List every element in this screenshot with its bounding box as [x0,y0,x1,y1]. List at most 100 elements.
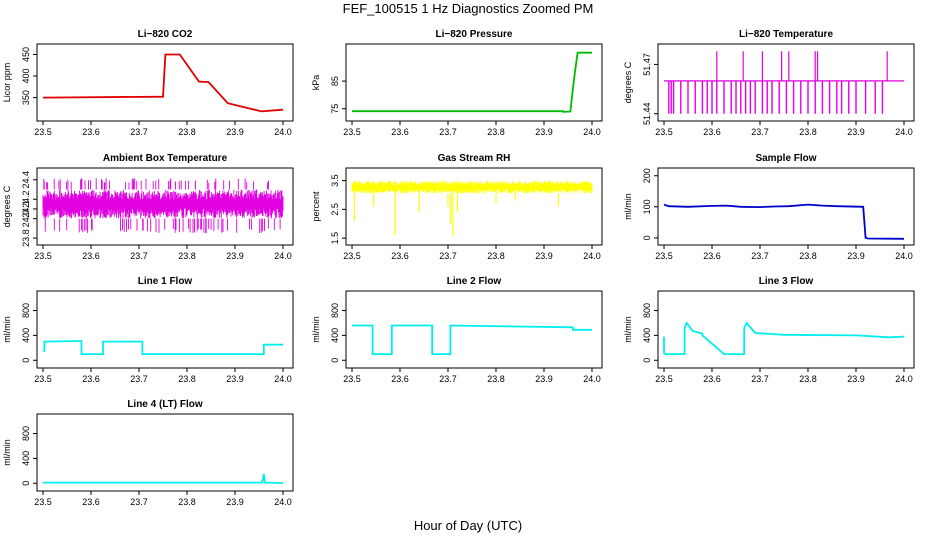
panel-title: Line 4 (LT) Flow [127,399,203,410]
y-tick-label: 51.47 [642,53,652,76]
x-tick-label: 23.8 [799,251,817,261]
x-tick-label: 23.8 [799,374,817,384]
y-tick-label: 400 [330,328,340,343]
x-tick-label: 23.6 [391,251,409,261]
x-tick-label: 23.6 [703,127,721,137]
x-tick-label: 24.0 [274,497,292,507]
x-tick-label: 23.8 [178,127,196,137]
panel-title: Li−820 Temperature [739,29,833,40]
y-tick-label: 23.8 [21,229,31,247]
y-axis: 51.44 51.47 [642,53,658,125]
x-tick-label: 23.6 [391,127,409,137]
series-extremes [43,178,281,234]
series-line [43,473,284,484]
x-tick-label: 23.5 [655,374,673,384]
x-tick-label: 24.0 [274,251,292,261]
x-tick-label: 23.6 [391,374,409,384]
y-tick-label: 800 [21,426,31,441]
x-tick-label: 23.8 [487,127,505,137]
panel-frame [36,290,294,369]
x-tick-label: 23.8 [178,497,196,507]
x-tick-label: 24.0 [895,374,913,384]
y-axis-label: kPa [311,75,321,91]
y-tick-label: 400 [642,328,652,343]
y-axis: 0 400 800 [21,426,37,486]
panel-data [43,340,283,356]
panel-frame [345,167,603,246]
series-line [352,51,592,113]
x-tick-label: 23.6 [82,251,100,261]
x-tick-label: 23.6 [703,251,721,261]
x-tick-label: 23.6 [82,497,100,507]
panel-6: Line 1 Flow 23.5 23.6 23.7 23.8 23.9 24.0 0 400 8… [2,276,294,384]
x-tick-label: 23.9 [535,374,553,384]
x-tick-label: 24.0 [583,127,601,137]
panel-title: Line 3 Flow [759,276,814,287]
y-tick-label: 800 [642,303,652,318]
y-tick-label: 100 [642,199,652,214]
panel-2: Li−820 Temperature 23.5 23.6 23.7 23.8 23.9 24… [623,29,915,137]
x-tick-label: 23.7 [439,374,457,384]
x-tick-label: 23.9 [847,251,865,261]
x-tick-label: 24.0 [895,251,913,261]
y-tick-label: 450 [21,47,31,62]
panel-data [663,203,905,240]
y-axis-label: ml/min [623,193,633,220]
panel-title: Li−820 Pressure [436,29,513,40]
y-tick-label: 0 [330,358,340,363]
x-tick-label: 23.5 [343,127,361,137]
x-tick-label: 23.9 [535,127,553,137]
y-tick-label: 350 [21,90,31,105]
x-axis: 23.5 23.6 23.7 23.8 23.9 24.0 [655,368,913,384]
x-tick-label: 24.0 [895,127,913,137]
y-tick-label: 800 [21,303,31,318]
x-tick-label: 23.9 [226,497,244,507]
x-tick-label: 23.9 [226,374,244,384]
x-tick-label: 23.5 [343,251,361,261]
y-tick-label: 24.0 [21,210,31,228]
y-axis: 23.824.024.124.224.4 [21,171,37,247]
x-tick-label: 23.9 [226,127,244,137]
panel-frame [36,167,294,246]
y-tick-label: 800 [330,303,340,318]
panel-data [352,324,592,356]
x-tick-label: 23.5 [34,251,52,261]
y-tick-label: 24.4 [21,171,31,189]
y-axis: 0 400 800 [642,303,658,363]
panel-data [42,178,284,234]
x-tick-label: 24.0 [274,374,292,384]
x-tick-label: 23.7 [130,127,148,137]
y-tick-label: 1.5 [330,232,340,245]
x-tick-label: 23.7 [439,251,457,261]
x-tick-label: 23.8 [487,251,505,261]
x-axis: 23.5 23.6 23.7 23.8 23.9 24.0 [343,121,601,137]
series-line [663,321,905,356]
y-tick-label: 75 [330,104,340,114]
x-tick-label: 23.5 [34,127,52,137]
panel-4: Gas Stream RH 23.5 23.6 23.7 23.8 23.9 24.0 1.5… [311,153,603,261]
y-tick-label: 400 [21,328,31,343]
x-tick-label: 23.7 [751,374,769,384]
panel-frame [657,43,915,122]
y-tick-label: 24.1 [21,200,31,218]
panel-title: Ambient Box Temperature [103,153,228,164]
y-axis-label: ml/min [311,316,321,343]
y-tick-label: 0 [21,481,31,486]
panel-data [352,51,592,113]
x-tick-label: 23.7 [130,251,148,261]
x-tick-label: 23.5 [34,374,52,384]
panel-0: Li−820 CO2 23.5 23.6 23.7 23.8 23.9 24.0 350 400… [2,29,294,137]
x-axis: 23.5 23.6 23.7 23.8 23.9 24.0 [655,245,913,261]
x-axis: 23.5 23.6 23.7 23.8 23.9 24.0 [34,245,292,261]
x-tick-label: 23.8 [799,127,817,137]
x-tick-label: 24.0 [583,251,601,261]
y-tick-label: 85 [330,76,340,86]
series-line [42,53,284,113]
x-tick-label: 23.9 [847,127,865,137]
x-axis: 23.5 23.6 23.7 23.8 23.9 24.0 [34,368,292,384]
x-tick-label: 23.5 [34,497,52,507]
y-axis: 0 100 200 [642,168,658,240]
y-tick-label: 0 [642,358,652,363]
y-axis-label: degrees C [623,61,633,103]
